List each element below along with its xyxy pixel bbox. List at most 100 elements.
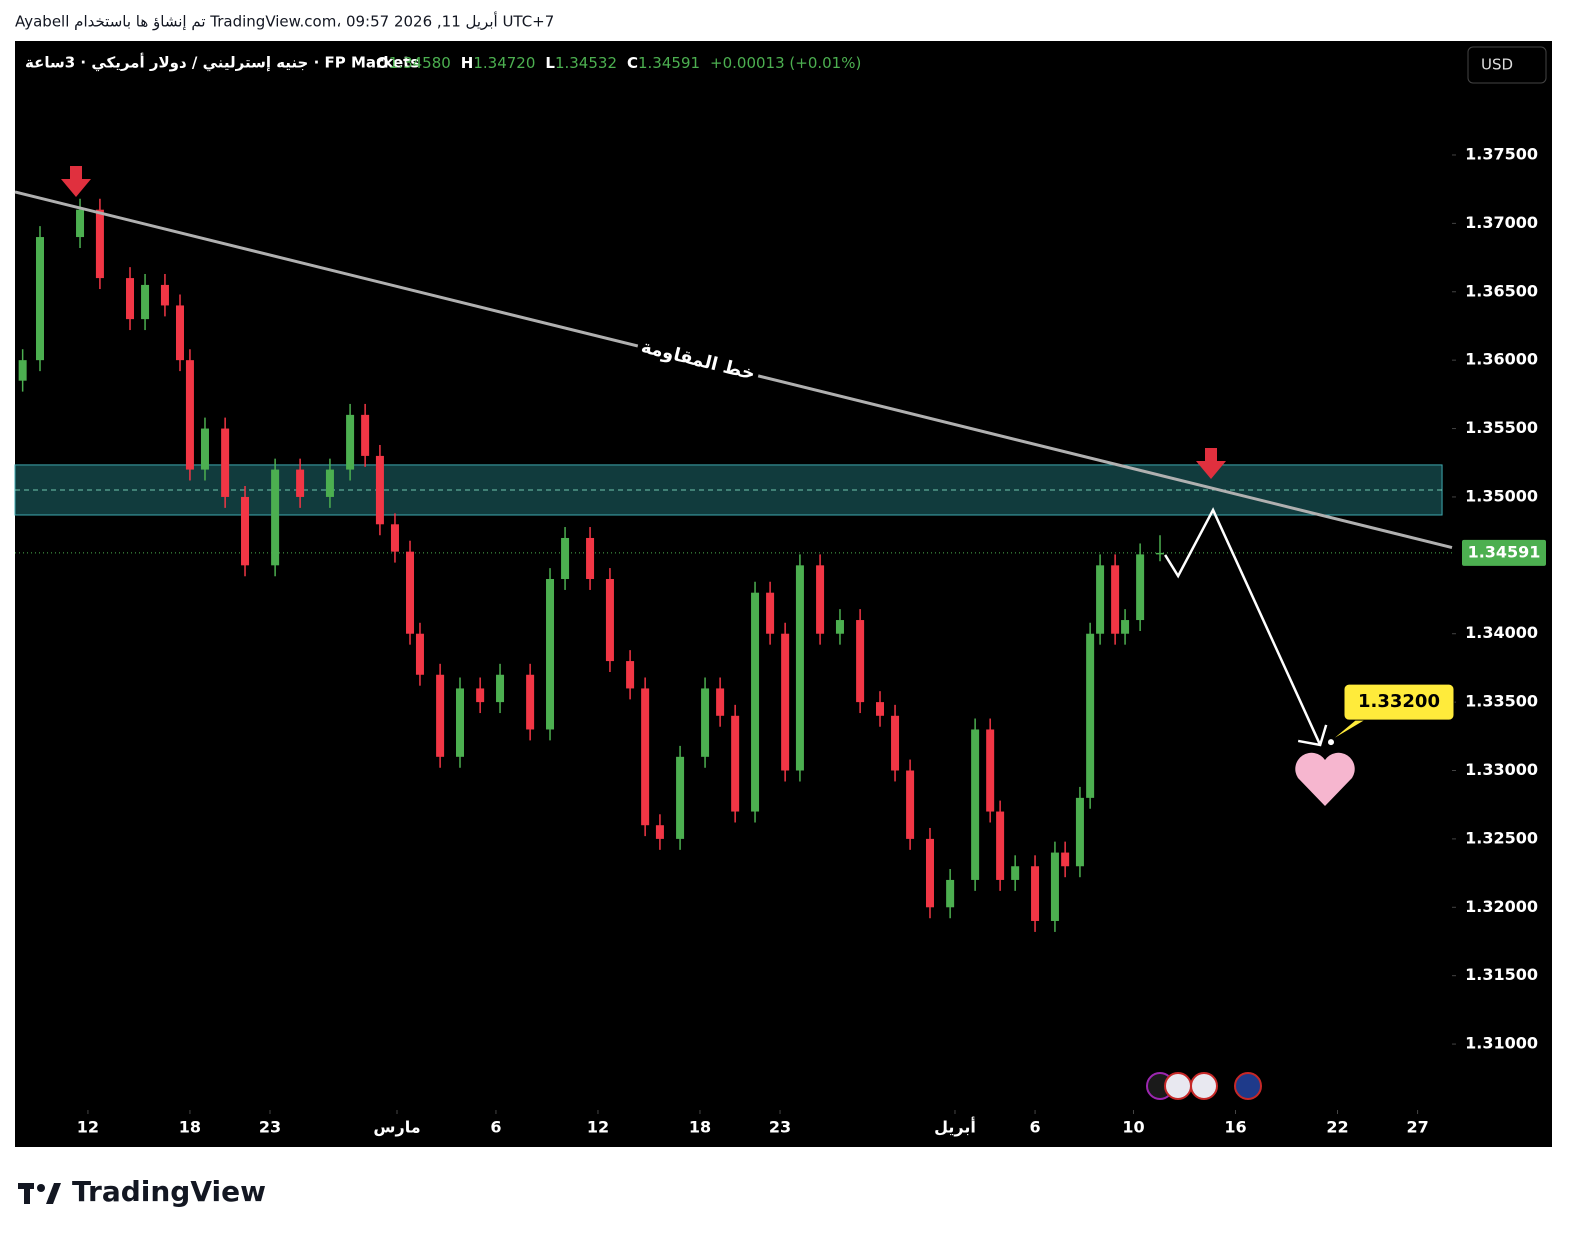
x-tick-label: 18 xyxy=(179,1118,201,1137)
target-box xyxy=(1343,683,1455,721)
currency: USD xyxy=(1481,56,1513,74)
candle-body xyxy=(561,537,570,580)
last-price-tag xyxy=(1462,539,1546,566)
candle-body xyxy=(751,592,760,812)
candle-body xyxy=(605,579,614,662)
x-tick-label: مارس xyxy=(373,1118,420,1137)
candle-body xyxy=(641,688,650,826)
candle-body xyxy=(221,428,230,497)
candle-body xyxy=(526,674,535,730)
resistance-label-bg xyxy=(634,334,762,388)
x-tick-label: 23 xyxy=(769,1118,791,1137)
candle-body xyxy=(626,661,635,689)
x-tick-label: 6 xyxy=(490,1118,501,1137)
x-tick-label: 18 xyxy=(689,1118,711,1137)
symbol: جنيه إسترليني / دولار أمريكي · 3ساعة · F… xyxy=(25,53,419,72)
y-tick-label: 1.31000 xyxy=(1465,1034,1538,1053)
logo-text: TradingView xyxy=(72,1175,266,1208)
candle-body xyxy=(1096,565,1105,634)
legend-l-key: L xyxy=(545,54,555,72)
candle-body xyxy=(731,715,740,812)
candle-body xyxy=(781,633,790,771)
candle-body xyxy=(971,729,980,880)
y-tick-label: 1.35000 xyxy=(1465,486,1538,505)
projection-path xyxy=(1164,507,1322,746)
y-tick-label: 1.33500 xyxy=(1465,692,1538,711)
candle-body xyxy=(1075,797,1084,867)
target-label: 1.33200 xyxy=(1358,691,1440,712)
candle-body xyxy=(175,305,184,361)
candle-body xyxy=(795,565,804,771)
x-tick-label: 12 xyxy=(587,1118,609,1137)
y-tick-label: 1.34000 xyxy=(1465,623,1538,642)
legend-open: 1.34580 xyxy=(389,54,451,72)
legend-high: 1.34720 xyxy=(473,54,535,72)
arrow-icons xyxy=(61,166,1226,479)
candle-body xyxy=(891,715,900,771)
candle-body xyxy=(361,414,370,456)
candle-body xyxy=(876,702,885,716)
candle-body xyxy=(1031,866,1040,921)
candle-body xyxy=(185,360,194,470)
y-tick-label: 1.37500 xyxy=(1465,144,1538,163)
candle-body xyxy=(676,756,685,839)
candle-body xyxy=(1156,552,1165,555)
candle-body xyxy=(655,825,664,839)
y-tick-label: 1.33000 xyxy=(1465,760,1538,779)
candle-body xyxy=(141,284,150,320)
candle-body xyxy=(436,674,445,757)
candle-body xyxy=(766,592,775,634)
candle-body xyxy=(996,811,1005,880)
legend-change: +0.00013 (+0.01%) xyxy=(710,54,861,72)
x-tick-label: أبريل xyxy=(934,1117,976,1137)
y-tick-label: 1.31500 xyxy=(1465,965,1538,984)
heart-icon xyxy=(1295,752,1355,806)
candle-body xyxy=(325,469,334,497)
header-text: Ayabell تم إنشاؤ ها باستخدام TradingView… xyxy=(15,12,554,31)
candle-body xyxy=(406,551,415,634)
event-icons xyxy=(1146,1072,1262,1100)
candle-body xyxy=(1011,866,1020,880)
currency-button[interactable] xyxy=(1467,46,1547,84)
candle-body xyxy=(946,879,955,908)
candle-body xyxy=(701,688,710,757)
plot: 1.31000 1.31500 1.32000 1.32500 1.33000 1.335… xyxy=(14,144,1546,1137)
last-price-label: 1.34591 xyxy=(1468,542,1541,561)
x-tick-label: 16 xyxy=(1224,1118,1246,1137)
y-tick-label: 1.35500 xyxy=(1465,418,1538,437)
y-tick-label: 1.36000 xyxy=(1465,350,1538,369)
y-tick-label: 1.37000 xyxy=(1465,213,1538,232)
candle-body xyxy=(375,455,384,525)
candle-body xyxy=(160,284,169,306)
candle-body xyxy=(856,620,865,703)
chart-bg xyxy=(15,41,1552,1147)
x-tick-label: 12 xyxy=(77,1118,99,1137)
ohlc-legend: O1.34580 H1.34720 L1.34532 C1.34591 +0.00013… xyxy=(376,54,861,72)
candle-body xyxy=(925,838,934,908)
candle-body xyxy=(390,524,399,552)
candle-body xyxy=(18,360,27,381)
candle-body xyxy=(296,469,305,497)
target-dot xyxy=(1328,739,1334,746)
candle-body xyxy=(346,414,355,470)
candle-body xyxy=(271,469,280,566)
legend-h-key: H xyxy=(461,54,474,72)
candle-body xyxy=(586,537,595,580)
legend-o-key: O xyxy=(376,54,389,72)
candle-body xyxy=(1061,852,1070,867)
candle-body xyxy=(35,237,44,361)
y-tick-label: 1.32500 xyxy=(1465,828,1538,847)
x-tick-label: 6 xyxy=(1029,1118,1040,1137)
x-tick-label: 10 xyxy=(1122,1118,1144,1137)
candle-body xyxy=(1050,852,1059,921)
candle-body xyxy=(200,428,209,470)
candle-body xyxy=(496,674,505,703)
projection-arrowhead xyxy=(1297,724,1328,747)
candle-body xyxy=(986,729,995,812)
x-tick-label: 27 xyxy=(1406,1118,1428,1137)
candle-body xyxy=(835,620,844,634)
candle-body xyxy=(1121,620,1130,634)
candle-body xyxy=(546,579,555,730)
legend-low: 1.34532 xyxy=(555,54,617,72)
candle-body xyxy=(455,688,464,757)
